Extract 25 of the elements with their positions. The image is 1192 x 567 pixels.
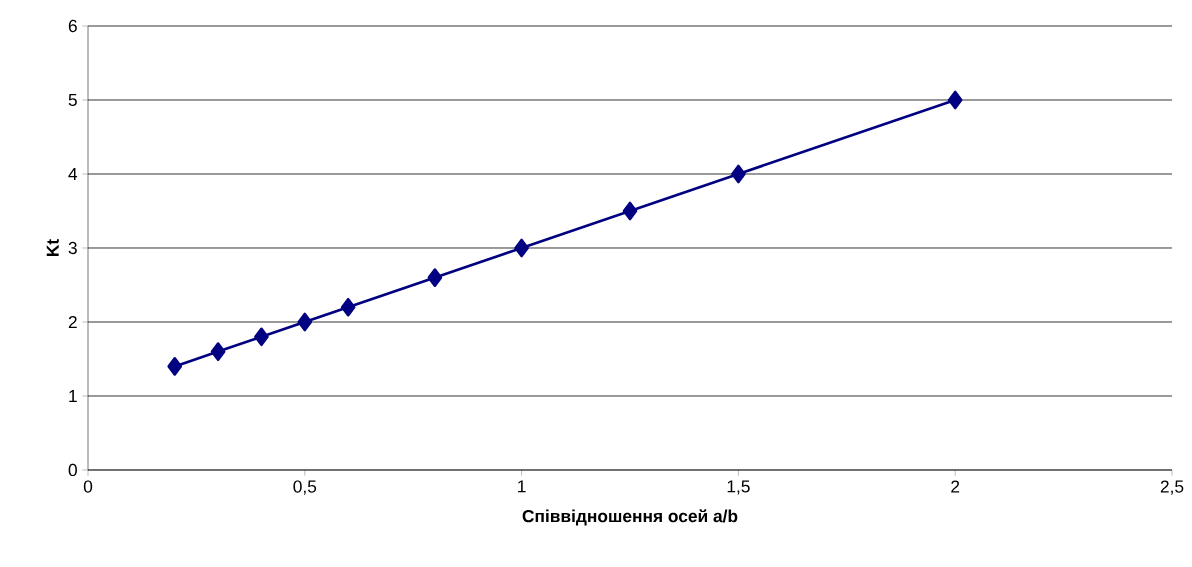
x-tick-label: 0,5: [293, 480, 317, 495]
x-tick-label: 1,5: [727, 480, 750, 495]
y-tick-label: 2: [68, 315, 77, 329]
point: [622, 201, 638, 221]
point: [947, 90, 963, 110]
point: [340, 297, 356, 317]
y-tick-label: 1: [69, 390, 77, 402]
point: [731, 164, 746, 184]
y-axis-title: Kt: [46, 239, 59, 256]
point: [514, 238, 529, 258]
y-tick-label: 5: [68, 93, 77, 107]
y-tick-label: 4: [68, 168, 78, 180]
point: [427, 268, 443, 287]
x-tick-label: 1: [518, 480, 526, 493]
point: [167, 357, 183, 376]
y-tick-label: 3: [68, 241, 77, 255]
y-tick-label: 6: [68, 19, 77, 33]
point: [297, 312, 313, 332]
x-axis-title: Співвідношення осей a/b: [522, 509, 738, 526]
point: [254, 327, 269, 347]
point: [210, 342, 226, 361]
x-tick-label: 2: [951, 480, 960, 493]
x-tick-label: 0: [83, 480, 93, 493]
x-tick-label: 2,5: [1160, 480, 1184, 495]
y-tick-label: 0: [68, 463, 77, 477]
